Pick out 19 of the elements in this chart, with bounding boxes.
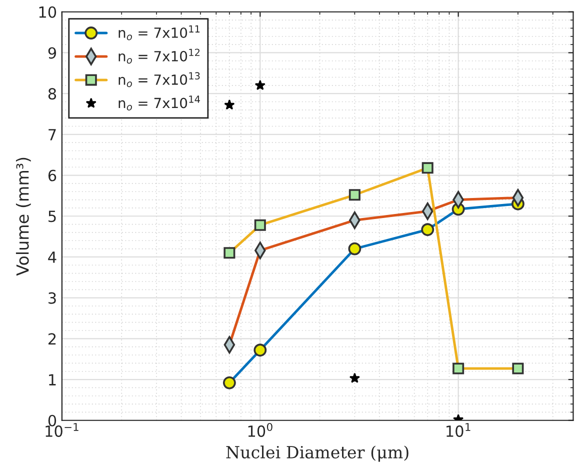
x-tick-label: 10$^{1}$ (446, 423, 470, 437)
legend-label: n$_{o}$ = 7x10$^{11}$ (118, 25, 200, 40)
y-tick-label: 6 (48, 170, 56, 182)
y-tick-label: 3 (48, 292, 56, 304)
y-tick-label: 10 (39, 6, 56, 18)
legend-label: n$_{o}$ = 7x10$^{14}$ (118, 96, 200, 110)
y-tick-label: 8 (48, 88, 56, 100)
y-tick-label: 5 (48, 210, 56, 222)
y-tick-label: 4 (48, 252, 56, 263)
y-tick-label: 1 (49, 374, 56, 386)
y-tick-label: 9 (48, 47, 56, 59)
legend-label: n$_{o}$ = 7x10$^{12}$ (118, 48, 200, 64)
y-tick-label: 7 (48, 129, 56, 140)
y-tick-label: 2 (48, 333, 56, 344)
y-axis-title: Volume (mm³) (16, 158, 31, 276)
legend-label: n$_{o}$ = 7x10$^{13}$ (118, 72, 200, 88)
y-tick-label: 0 (48, 414, 56, 426)
x-axis-title: Nuclei Diameter (μm) (226, 446, 408, 462)
x-tick-label: 10$^{0}$ (248, 422, 272, 437)
